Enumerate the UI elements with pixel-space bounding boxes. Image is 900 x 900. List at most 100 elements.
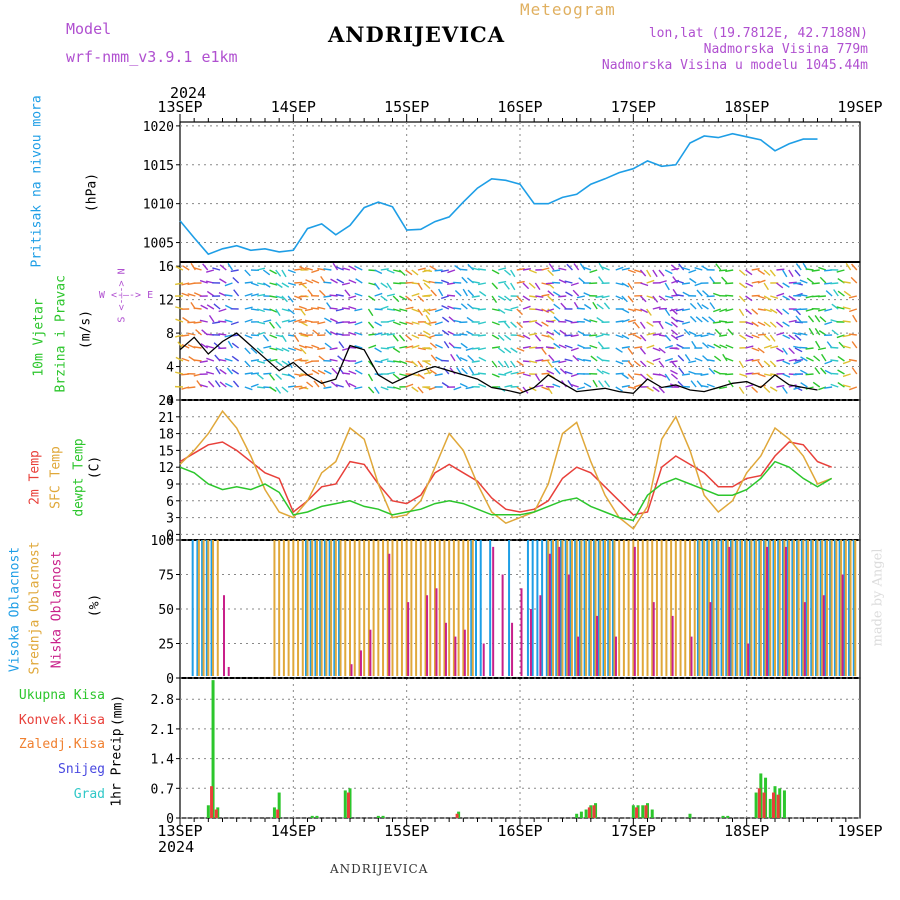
wind-arrow	[807, 315, 815, 323]
wind-arrow	[422, 269, 431, 273]
wind-arrow	[541, 267, 550, 271]
wind-arrow	[709, 302, 716, 310]
wind-arrow	[701, 304, 709, 310]
wind-arrow	[250, 293, 259, 297]
wind-arrow	[429, 265, 437, 271]
wind-arrow	[573, 263, 580, 271]
wind-arrow	[633, 334, 642, 340]
wind-arrow	[577, 330, 586, 336]
wind-arrow	[443, 340, 450, 349]
wind-arrow	[799, 332, 808, 336]
wind-arrow	[275, 360, 283, 367]
wind-arrow	[825, 290, 833, 297]
wind-arrow	[477, 347, 487, 351]
wind-arrow	[275, 282, 283, 289]
wind-arrow	[675, 319, 684, 323]
total-rain-bar	[579, 811, 583, 818]
total-rain-bar	[381, 815, 385, 818]
wind-arrow	[434, 308, 443, 313]
wind-arrow	[231, 369, 240, 375]
total-rain-bar	[726, 815, 730, 818]
wind-arrow	[852, 314, 858, 323]
wind-arrow	[564, 280, 573, 284]
wind-arrow	[595, 334, 604, 338]
wind-arrow	[461, 367, 468, 375]
wind-arrow	[770, 345, 779, 349]
wind-arrow	[757, 360, 764, 368]
wind-arrow	[417, 386, 424, 394]
wind-arrow	[843, 290, 852, 297]
wind-arrow	[604, 380, 611, 388]
wind-arrow	[244, 347, 251, 355]
wind-arrow	[269, 347, 278, 351]
wind-arrow	[583, 266, 592, 271]
wind-arrow	[225, 382, 233, 388]
y-tick-label: 0	[166, 672, 174, 687]
wind-arrow	[522, 268, 532, 271]
wind-arrow	[689, 277, 697, 284]
conv-rain-bar	[276, 809, 280, 818]
model-elevation-label: Nadmorska Visina u modelu 1045.44m	[601, 58, 868, 73]
wind-arrow	[601, 359, 610, 362]
wind-arrow	[782, 360, 791, 365]
wind-arrow	[738, 269, 746, 276]
wind-arrow	[281, 308, 290, 312]
wind-arrow	[380, 305, 389, 310]
wind-arrow	[627, 308, 637, 312]
bottom-date-label: 19SEP	[837, 822, 882, 840]
wind-arrow	[516, 360, 524, 367]
wind-arrow	[838, 341, 845, 349]
wind-arrow	[459, 382, 468, 388]
wind-arrow	[275, 386, 282, 394]
wind-arrow	[615, 295, 624, 300]
wind-arrow	[794, 347, 803, 353]
wind-arrow	[263, 319, 272, 323]
wind-arrow	[491, 282, 499, 290]
wind-arrow	[554, 367, 561, 375]
wind-arrow	[269, 308, 278, 313]
top-date-label: 14SEP	[271, 98, 316, 116]
wind-arrow	[497, 308, 506, 314]
wind-arrow	[528, 282, 536, 289]
wind-arrow	[547, 386, 553, 395]
legend-frozen-rain: Zaledj.Kisa	[18, 737, 105, 752]
conv-rain-bar	[455, 813, 459, 818]
wind-arrow	[670, 329, 678, 336]
wind-arrow	[348, 370, 357, 375]
wind-arrow	[757, 279, 766, 284]
wind-arrow	[232, 380, 240, 388]
wind-arrow	[214, 380, 221, 388]
wind-arrow	[338, 341, 345, 349]
wind-arrow	[422, 330, 431, 336]
wind-arrow	[348, 305, 357, 310]
wind-arrow	[658, 373, 667, 378]
wind-arrow	[441, 316, 450, 323]
wind-arrow	[468, 366, 475, 375]
wind-arrow	[231, 355, 240, 362]
wind-arrow	[751, 334, 760, 339]
y-tick-label: 15	[158, 444, 174, 459]
bottom-date-label: 15SEP	[384, 822, 429, 840]
wind-arrow	[788, 269, 794, 278]
wind-arrow	[317, 369, 326, 375]
wind-arrow	[837, 369, 845, 375]
wind-arrow	[567, 380, 574, 388]
wind-arrow	[411, 269, 419, 276]
wind-arrow	[491, 295, 498, 304]
wind-arrow	[522, 305, 531, 310]
wind-arrow	[564, 334, 573, 337]
wind-arrow	[348, 279, 357, 284]
wind-arrow	[193, 359, 202, 362]
wind-arrow	[471, 280, 480, 284]
wind-arrow	[776, 358, 785, 362]
wind-arrow	[244, 334, 253, 339]
wind-arrow	[658, 360, 665, 368]
wind-arrow	[664, 357, 674, 362]
wind-arrow	[570, 373, 579, 378]
wind-arrow	[589, 319, 598, 323]
wind-arrow	[664, 321, 673, 327]
wind-arrow	[491, 373, 500, 378]
wind-arrow	[745, 321, 754, 326]
wind-arrow	[547, 269, 554, 277]
top-date-label: 13SEP	[157, 98, 202, 116]
